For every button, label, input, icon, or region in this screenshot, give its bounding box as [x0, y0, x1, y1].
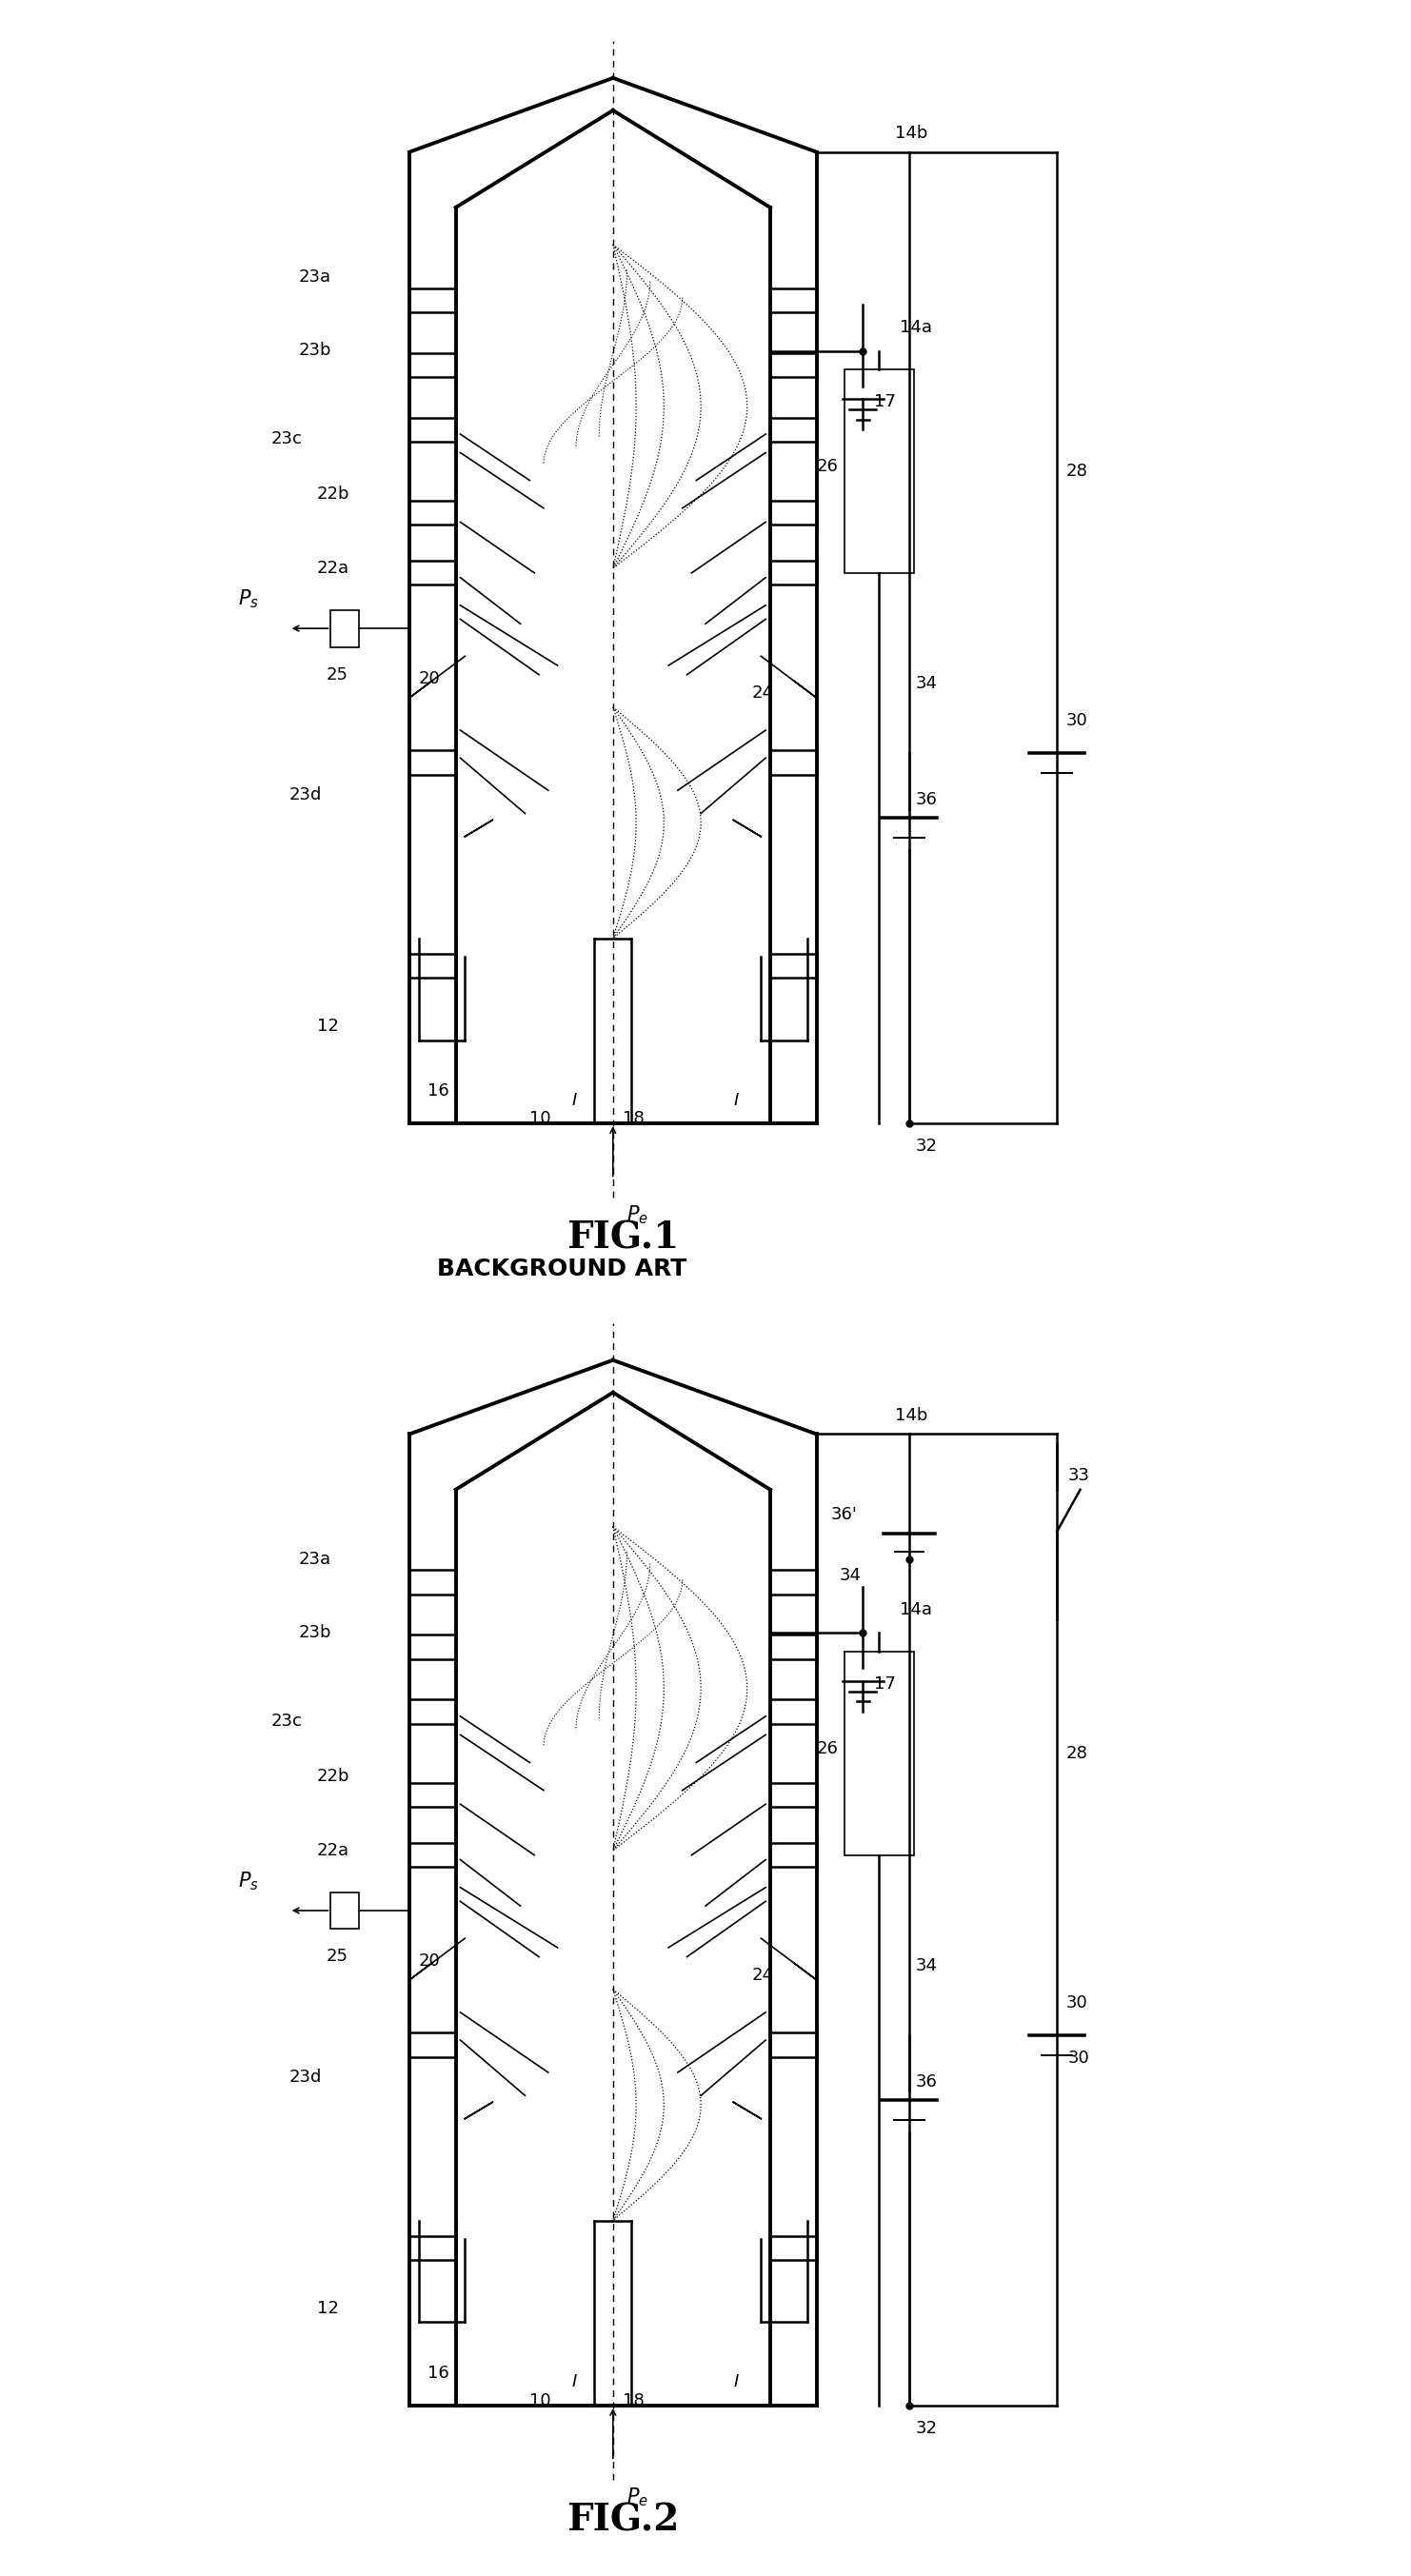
Text: 36': 36': [831, 1507, 856, 1522]
Text: I: I: [734, 2372, 738, 2391]
Text: 26: 26: [817, 459, 838, 474]
Text: FIG.1: FIG.1: [567, 1218, 679, 1257]
Text: I: I: [734, 1092, 738, 1108]
Text: 16: 16: [428, 2365, 450, 2383]
Text: 14b: 14b: [895, 124, 928, 142]
Text: 18: 18: [622, 2393, 643, 2409]
Text: 14a: 14a: [900, 1602, 933, 1618]
Text: 36: 36: [916, 791, 937, 809]
Text: 18: 18: [622, 1110, 643, 1128]
Text: $P_s$: $P_s$: [238, 1870, 260, 1893]
Text: 20: 20: [419, 670, 440, 688]
Text: 24: 24: [752, 1965, 773, 1984]
Text: $P_e$: $P_e$: [626, 1203, 649, 1226]
Text: $P_e$: $P_e$: [626, 2486, 649, 2509]
Text: 32: 32: [916, 2419, 937, 2437]
Text: 24: 24: [752, 685, 773, 701]
Text: 23c: 23c: [271, 1713, 302, 1728]
Text: 25: 25: [326, 667, 349, 683]
Text: $P_s$: $P_s$: [238, 587, 260, 611]
Text: 23c: 23c: [271, 430, 302, 448]
Text: 22a: 22a: [317, 1842, 350, 1860]
Text: FIG.2: FIG.2: [567, 2501, 680, 2537]
Text: 30: 30: [1067, 711, 1088, 729]
Text: 23d: 23d: [289, 786, 322, 804]
Text: 17: 17: [873, 1674, 896, 1692]
Text: 30: 30: [1068, 2050, 1089, 2066]
Text: 32: 32: [916, 1139, 937, 1154]
Text: I: I: [571, 1092, 576, 1108]
Text: 33: 33: [1068, 1468, 1091, 1484]
Text: 12: 12: [317, 1018, 339, 1036]
Text: 10: 10: [529, 1110, 552, 1128]
Text: 34: 34: [916, 1958, 937, 1973]
Text: 17: 17: [873, 394, 896, 410]
Text: 28: 28: [1067, 1744, 1088, 1762]
Text: 23b: 23b: [298, 1625, 332, 1641]
Text: 22a: 22a: [317, 559, 350, 577]
Text: 16: 16: [428, 1082, 450, 1100]
Text: 23a: 23a: [298, 268, 330, 286]
Text: 34: 34: [916, 675, 937, 693]
Bar: [330, 1891, 358, 1929]
Bar: [844, 368, 914, 572]
Text: 20: 20: [419, 1953, 440, 1971]
Text: I: I: [571, 2372, 576, 2391]
Text: 14a: 14a: [900, 319, 933, 337]
Text: 22b: 22b: [317, 487, 350, 502]
Text: 28: 28: [1067, 464, 1088, 479]
Text: 36: 36: [916, 2074, 937, 2089]
Text: 12: 12: [317, 2300, 339, 2316]
Text: 23a: 23a: [298, 1551, 330, 1566]
Bar: [330, 611, 358, 647]
Text: 10: 10: [529, 2393, 552, 2409]
Text: 30: 30: [1067, 1994, 1088, 2012]
Text: 23d: 23d: [289, 2069, 322, 2087]
Text: 26: 26: [817, 1739, 838, 1757]
Text: 34: 34: [840, 1566, 862, 1584]
Text: 14b: 14b: [895, 1406, 928, 1425]
Text: 22b: 22b: [317, 1767, 350, 1785]
Text: 25: 25: [326, 1947, 349, 1965]
Text: BACKGROUND ART: BACKGROUND ART: [437, 1257, 687, 1280]
Bar: [844, 1651, 914, 1855]
Text: 23b: 23b: [298, 343, 332, 358]
